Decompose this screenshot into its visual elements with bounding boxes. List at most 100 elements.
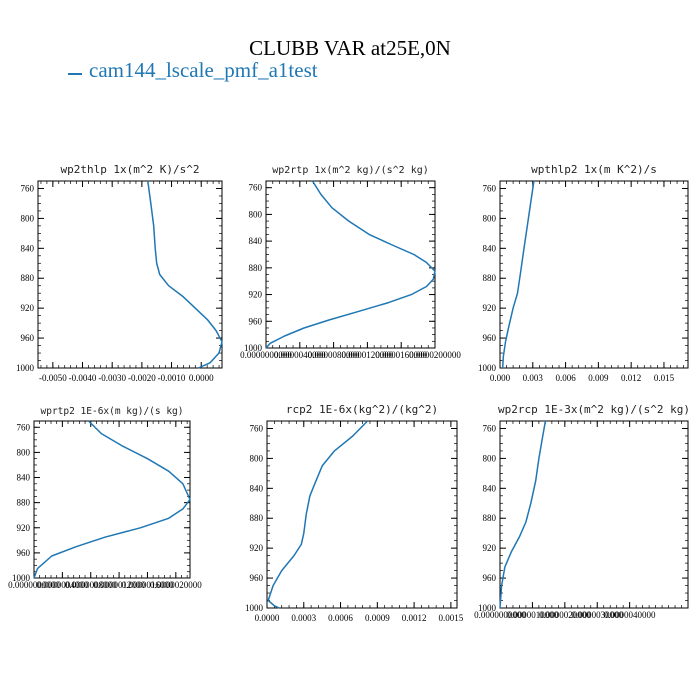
y-tick-label: 960: [483, 573, 497, 583]
y-tick-label: 760: [249, 183, 263, 193]
x-tick-label: 0.0000020000: [539, 610, 591, 620]
y-tick-label: 840: [21, 243, 35, 253]
subplot-6: wp2rcp 1E-3x(m^2 kg)/(s^2 kg)760 800 840 88…: [474, 403, 690, 620]
series-line: [501, 180, 535, 369]
x-tick-label: 0.0000000000: [474, 610, 526, 620]
x-tick-label: 0.0000020000: [150, 580, 202, 590]
series-line: [265, 180, 436, 349]
y-tick-label: 920: [17, 523, 31, 533]
y-tick-label: 920: [249, 290, 263, 300]
x-tick-label: 0.0000004000: [36, 580, 88, 590]
series-line: [267, 420, 369, 609]
x-tick-label: -0.0030: [98, 373, 126, 383]
subplot-1: wp2thlp 1x(m^2 K)/s^2 760 800 840 880 920 960 1…: [16, 163, 223, 383]
y-tick-label: 920: [250, 543, 264, 553]
subplot-title: wp2thlp 1x(m^2 K)/s^2: [60, 163, 199, 176]
y-tick-label: 1000: [478, 363, 497, 373]
x-tick-label: 0.009: [588, 373, 609, 383]
y-tick-label: 920: [483, 543, 497, 553]
y-tick-label: 840: [249, 236, 263, 246]
y-tick-label: 920: [21, 303, 35, 313]
x-tick-label: 0.0000: [189, 373, 214, 383]
y-tick-label: 840: [483, 243, 497, 253]
page-title: CLUBB VAR at25E,0N: [249, 36, 451, 60]
x-tick-label: 0.0000120000: [342, 350, 394, 360]
x-tick-label: 0.0000016000: [122, 580, 174, 590]
x-tick-label: 0.0000: [255, 613, 280, 623]
subplot-title: wprtp2 1E-6x(m kg)/(s kg): [41, 406, 184, 417]
plot-frame: [266, 420, 458, 609]
y-tick-label: 960: [483, 333, 497, 343]
y-tick-label: 1000: [478, 603, 497, 613]
y-tick-label: 1000: [12, 573, 31, 583]
x-tick-label: 0.006: [555, 373, 576, 383]
y-tick-label: 840: [250, 483, 264, 493]
plot-frame: [499, 180, 689, 369]
x-tick-label: -0.0020: [128, 373, 156, 383]
y-tick-label: 800: [21, 213, 35, 223]
x-tick-label: 0.012: [621, 373, 641, 383]
subplot-5: rcp2 1E-6x(kg^2)/(kg^2) 760 800 840 880 920 96…: [245, 403, 464, 623]
y-tick-label: 920: [483, 303, 497, 313]
series-line: [147, 180, 223, 369]
x-tick-label: -0.0010: [158, 373, 186, 383]
y-tick-label: 800: [250, 453, 264, 463]
y-tick-label: 880: [483, 273, 497, 283]
series-line: [499, 420, 547, 609]
y-tick-label: 880: [483, 513, 497, 523]
x-tick-label: 0.0000040000: [274, 350, 326, 360]
subplot-title: wpthlp2 1x(m K^2)/s: [531, 163, 657, 176]
x-tick-label: 0.0000008000: [65, 580, 117, 590]
subplot-title: rcp2 1E-6x(kg^2)/(kg^2): [286, 403, 438, 416]
y-tick-label: 880: [21, 273, 35, 283]
legend-line-swatch: [68, 73, 82, 75]
x-tick-label: -0.0050: [39, 373, 67, 383]
y-tick-label: 960: [249, 316, 263, 326]
y-tick-label: 760: [250, 423, 264, 433]
x-tick-label: 0.0015: [438, 613, 463, 623]
y-tick-label: 1000: [244, 343, 263, 353]
y-tick-label: 880: [17, 498, 31, 508]
y-tick-label: 840: [483, 483, 497, 493]
y-tick-label: 760: [21, 183, 35, 193]
x-tick-label: 0.0000080000: [308, 350, 360, 360]
y-tick-label: 760: [483, 183, 497, 193]
subplot-4: wprtp2 1E-6x(m kg)/(s kg) 760 800 840 880 920…: [8, 406, 202, 590]
y-tick-label: 800: [483, 453, 497, 463]
x-tick-label: 0.0012: [402, 613, 427, 623]
x-tick-label: -0.0040: [69, 373, 97, 383]
subplot-title: wp2rcp 1E-3x(m^2 kg)/(s^2 kg): [498, 403, 690, 416]
y-tick-label: 1000: [245, 603, 264, 613]
y-tick-label: 800: [17, 447, 31, 457]
plot-frame: [499, 420, 689, 609]
x-tick-label: 0.0000030000: [571, 610, 623, 620]
y-tick-label: 960: [250, 573, 264, 583]
plot-frame: [37, 180, 223, 369]
x-tick-label: 0.0000012000: [93, 580, 145, 590]
x-tick-label: 0.015: [654, 373, 675, 383]
y-tick-label: 1000: [16, 363, 35, 373]
y-tick-label: 960: [17, 548, 31, 558]
x-tick-label: 0.0006: [328, 613, 353, 623]
y-tick-label: 880: [249, 263, 263, 273]
x-tick-label: 0.0003: [291, 613, 316, 623]
y-tick-label: 760: [17, 422, 31, 432]
y-tick-label: 800: [249, 209, 263, 219]
subplot-2: wp2rtp 1x(m^2 kg)/(s^2 kg) 760 800 840 880 92…: [240, 165, 461, 360]
x-tick-label: 0.0000200000: [409, 350, 461, 360]
y-tick-label: 960: [21, 333, 35, 343]
legend-label: cam144_lscale_pmf_a1test: [89, 58, 318, 82]
x-tick-label: 0.0000160000: [375, 350, 427, 360]
y-tick-label: 800: [483, 213, 497, 223]
y-tick-label: 880: [250, 513, 264, 523]
x-tick-label: 0.0000000000: [240, 350, 292, 360]
plot-frame: [265, 180, 436, 349]
x-tick-label: 0.0000000000: [8, 580, 60, 590]
x-tick-label: 0.0009: [365, 613, 390, 623]
y-tick-label: 760: [483, 423, 497, 433]
subplot-3: wpthlp2 1x(m K^2)/s 760 800 840 880 920 960 100…: [478, 163, 689, 383]
x-tick-label: 0.000: [490, 373, 511, 383]
x-tick-label: 0.0000040000: [604, 610, 656, 620]
x-tick-label: 0.003: [523, 373, 544, 383]
